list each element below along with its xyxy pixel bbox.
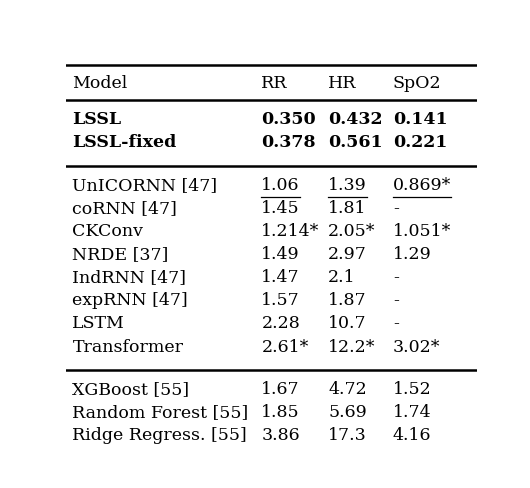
Text: IndRNN [47]: IndRNN [47] — [73, 269, 187, 286]
Text: 1.87: 1.87 — [328, 292, 367, 309]
Text: -: - — [393, 292, 399, 309]
Text: Ridge Regress. [55]: Ridge Regress. [55] — [73, 427, 247, 445]
Text: 0.869*: 0.869* — [393, 177, 451, 194]
Text: 2.1: 2.1 — [328, 269, 356, 286]
Text: -: - — [393, 315, 399, 332]
Text: 2.05*: 2.05* — [328, 223, 376, 240]
Text: 1.74: 1.74 — [393, 405, 431, 421]
Text: 1.39: 1.39 — [328, 177, 367, 194]
Text: 0.350: 0.350 — [261, 111, 316, 128]
Text: -: - — [393, 269, 399, 286]
Text: 1.45: 1.45 — [261, 200, 300, 217]
Text: 1.52: 1.52 — [393, 381, 431, 398]
Text: 1.06: 1.06 — [261, 177, 300, 194]
Text: 1.85: 1.85 — [261, 405, 300, 421]
Text: 1.214*: 1.214* — [261, 223, 320, 240]
Text: 0.432: 0.432 — [328, 111, 383, 128]
Text: 5.69: 5.69 — [328, 405, 367, 421]
Text: expRNN [47]: expRNN [47] — [73, 292, 188, 309]
Text: 0.378: 0.378 — [261, 134, 316, 151]
Text: 2.28: 2.28 — [261, 315, 300, 332]
Text: 1.57: 1.57 — [261, 292, 300, 309]
Text: SpO2: SpO2 — [393, 75, 441, 92]
Text: XGBoost [55]: XGBoost [55] — [73, 381, 190, 398]
Text: 2.61*: 2.61* — [261, 339, 309, 355]
Text: 1.81: 1.81 — [328, 200, 367, 217]
Text: LSTM: LSTM — [73, 315, 125, 332]
Text: 1.29: 1.29 — [393, 246, 431, 263]
Text: coRNN [47]: coRNN [47] — [73, 200, 178, 217]
Text: NRDE [37]: NRDE [37] — [73, 246, 169, 263]
Text: HR: HR — [328, 75, 357, 92]
Text: 10.7: 10.7 — [328, 315, 367, 332]
Text: 0.141: 0.141 — [393, 111, 447, 128]
Text: 1.051*: 1.051* — [393, 223, 451, 240]
Text: LSSL: LSSL — [73, 111, 121, 128]
Text: 4.16: 4.16 — [393, 427, 431, 445]
Text: -: - — [393, 200, 399, 217]
Text: 2.97: 2.97 — [328, 246, 367, 263]
Text: 1.47: 1.47 — [261, 269, 300, 286]
Text: Model: Model — [73, 75, 128, 92]
Text: 12.2*: 12.2* — [328, 339, 376, 355]
Text: 0.561: 0.561 — [328, 134, 383, 151]
Text: LSSL-fixed: LSSL-fixed — [73, 134, 176, 151]
Text: 3.02*: 3.02* — [393, 339, 440, 355]
Text: RR: RR — [261, 75, 288, 92]
Text: 17.3: 17.3 — [328, 427, 367, 445]
Text: Transformer: Transformer — [73, 339, 183, 355]
Text: 1.67: 1.67 — [261, 381, 300, 398]
Text: 1.49: 1.49 — [261, 246, 300, 263]
Text: UnICORNN [47]: UnICORNN [47] — [73, 177, 217, 194]
Text: 0.221: 0.221 — [393, 134, 447, 151]
Text: 4.72: 4.72 — [328, 381, 367, 398]
Text: Random Forest [55]: Random Forest [55] — [73, 405, 249, 421]
Text: 3.86: 3.86 — [261, 427, 300, 445]
Text: CKConv: CKConv — [73, 223, 144, 240]
